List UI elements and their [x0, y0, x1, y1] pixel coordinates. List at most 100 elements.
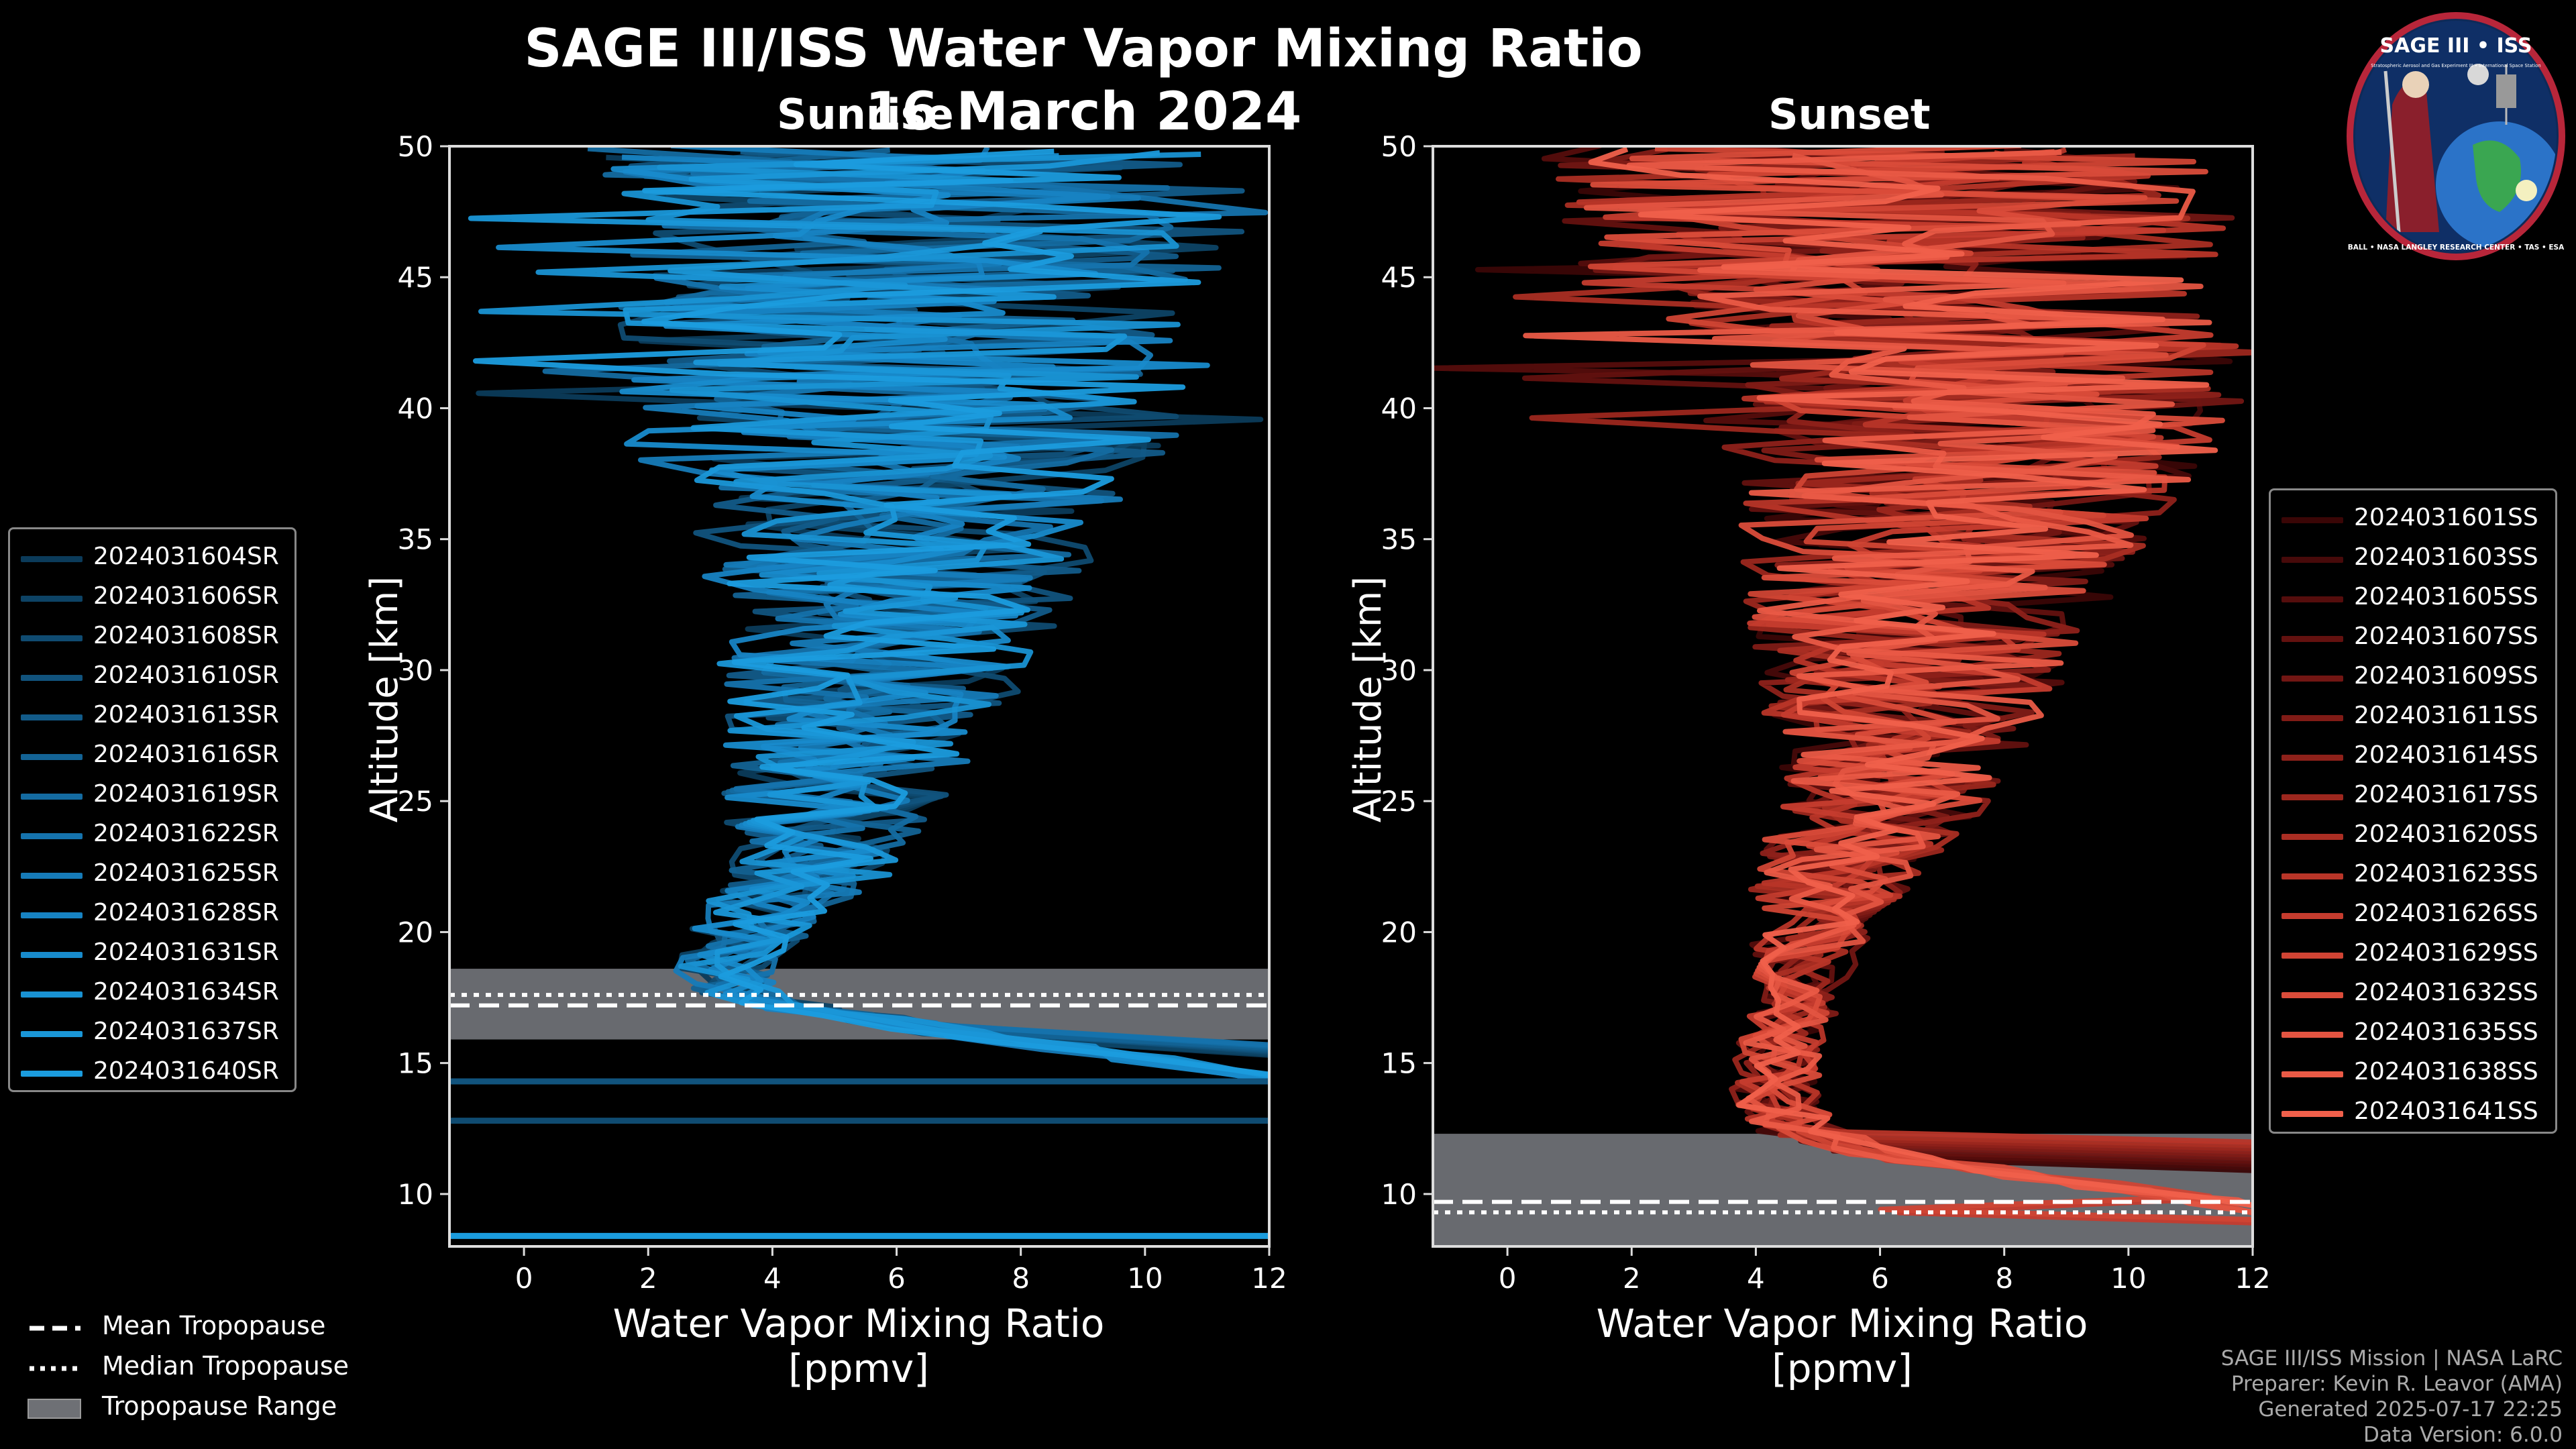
credits-preparer: Preparer: Kevin R. Leavor (AMA) — [2231, 1372, 2563, 1396]
sunset-xlabel-line1: Water Vapor Mixing Ratio — [1596, 1301, 2088, 1346]
y-tick-label: 45 — [398, 261, 433, 294]
credits-mission: SAGE III/ISS Mission | NASA LaRC — [2220, 1346, 2563, 1371]
x-tick-label: 10 — [1127, 1262, 1163, 1295]
y-tick-label: 50 — [398, 130, 433, 163]
x-tick-label: 0 — [515, 1262, 533, 1295]
legend-label: 2024031617SS — [2354, 781, 2538, 808]
legend-label: 2024031619SR — [93, 780, 279, 808]
y-tick-label: 40 — [1381, 392, 1417, 425]
legend-swatch — [21, 1031, 83, 1037]
legend-label: 2024031635SS — [2354, 1018, 2538, 1046]
y-tick-label: 20 — [398, 916, 433, 949]
legend-swatch — [21, 912, 83, 918]
logo-subtitle: Stratospheric Aerosol and Gas Experiment… — [2371, 63, 2540, 68]
sunrise-title: Sunrise — [777, 90, 954, 139]
plot-frame — [448, 145, 1271, 1248]
y-tick-label: 40 — [398, 392, 433, 425]
legend-label: 2024031640SR — [93, 1057, 279, 1085]
legend-label: 2024031625SR — [93, 859, 279, 887]
legend-label: 2024031626SS — [2354, 900, 2538, 927]
legend-swatch — [21, 873, 83, 879]
legend-label: 2024031603SS — [2354, 543, 2538, 571]
legend-swatch — [2282, 1032, 2343, 1038]
legend-label: 2024031641SS — [2354, 1097, 2538, 1125]
y-tick-label: 30 — [398, 654, 433, 687]
y-tick-label: 15 — [1381, 1047, 1417, 1080]
y-tick-label: 50 — [1381, 130, 1417, 163]
legend-label: 2024031613SR — [93, 701, 279, 729]
legend-label: 2024031634SR — [93, 978, 279, 1006]
legend-swatch — [2282, 794, 2343, 800]
mean-tropopause-label: Mean Tropopause — [102, 1311, 326, 1340]
legend-swatch — [21, 833, 83, 839]
legend-label: 2024031605SS — [2354, 583, 2538, 610]
profile-line — [1529, 153, 2253, 1151]
sunrise-xlabel: Water Vapor Mixing Ratio [ppmv] — [557, 1301, 1161, 1391]
sunset-legend: 2024031601SS 2024031603SS 2024031605SS 2024… — [2269, 488, 2557, 1134]
legend-swatch — [21, 991, 83, 998]
x-tick-label: 12 — [1251, 1262, 1287, 1295]
plot-frame — [1432, 145, 2254, 1248]
x-tick-label: 4 — [1747, 1262, 1765, 1295]
legend-label: 2024031611SS — [2354, 702, 2538, 729]
legend-swatch — [21, 556, 83, 562]
credits-version: Data Version: 6.0.0 — [2363, 1423, 2563, 1447]
mean-tropopause-swatch — [30, 1326, 80, 1331]
legend-swatch — [2282, 517, 2343, 523]
sunset-chart: 0 2 4 6 8 10 12 10 15 20 25 30 35 40 45 50 — [1381, 130, 2271, 1295]
tropopause-range-swatch — [28, 1399, 81, 1419]
y-tick-label: 45 — [1381, 261, 1417, 294]
y-tick-label: 20 — [1381, 916, 1417, 949]
y-tick-label: 25 — [1381, 785, 1417, 818]
x-tick-label: 6 — [888, 1262, 906, 1295]
legend-label: 2024031638SS — [2354, 1058, 2538, 1085]
legend-swatch — [2282, 992, 2343, 998]
legend-label: 2024031622SR — [93, 820, 279, 847]
legend-swatch — [21, 675, 83, 681]
median-tropopause-label: Median Tropopause — [102, 1351, 349, 1381]
y-tick-label: 15 — [398, 1047, 433, 1080]
legend-label: 2024031637SR — [93, 1018, 279, 1045]
y-tick-label: 35 — [1381, 523, 1417, 556]
legend-label: 2024031620SS — [2354, 820, 2538, 848]
y-tick-label: 30 — [1381, 654, 1417, 687]
logo-ring-text: BALL • NASA LANGLEY RESEARCH CENTER • TA… — [2348, 244, 2565, 252]
legend-swatch — [2282, 715, 2343, 721]
x-tick-label: 0 — [1499, 1262, 1517, 1295]
tropopause-legend: Mean Tropopause Median Tropopause Tropop… — [0, 1307, 376, 1434]
sunrise-xlabel-line2: [ppmv] — [788, 1345, 929, 1391]
sunrise-legend: 2024031604SR 2024031606SR 2024031608SR 2024… — [8, 527, 297, 1092]
legend-label: 2024031604SR — [93, 543, 279, 570]
sunrise-ylabel: Altitude [km] — [363, 576, 407, 823]
legend-swatch — [2282, 1071, 2343, 1077]
legend-swatch — [2282, 557, 2343, 563]
x-tick-label: 10 — [2110, 1262, 2146, 1295]
legend-label: 2024031609SS — [2354, 662, 2538, 690]
x-tick-label: 2 — [639, 1262, 657, 1295]
x-tick-label: 6 — [1871, 1262, 1889, 1295]
legend-label: 2024031631SR — [93, 938, 279, 966]
legend-label: 2024031628SR — [93, 899, 279, 926]
legend-swatch — [2282, 1111, 2343, 1117]
profile-line — [1588, 146, 2253, 1208]
sunset-ylabel: Altitude [km] — [1346, 576, 1391, 823]
profile-line — [1590, 146, 2253, 1216]
tropopause-range-label: Tropopause Range — [102, 1391, 337, 1421]
credits-generated: Generated 2025-07-17 22:25 — [2258, 1397, 2563, 1421]
profile-line — [473, 148, 1269, 1077]
credits: SAGE III/ISS Mission | NASA LaRC Prepare… — [2221, 1346, 2563, 1448]
date-title: 16 March 2024 — [865, 82, 1302, 142]
legend-swatch — [21, 596, 83, 602]
legend-label: 2024031610SR — [93, 661, 279, 689]
x-tick-label: 12 — [2235, 1262, 2270, 1295]
legend-label: 2024031608SR — [93, 622, 279, 649]
legend-label: 2024031614SS — [2354, 741, 2538, 769]
x-tick-label: 8 — [1995, 1262, 2013, 1295]
sage-iii-iss-logo: SAGE III • ISS Stratospheric Aerosol and… — [2347, 12, 2565, 260]
y-tick-label: 10 — [398, 1178, 433, 1211]
legend-swatch — [2282, 913, 2343, 919]
median-tropopause-swatch — [30, 1366, 80, 1371]
legend-label: 2024031606SR — [93, 582, 279, 610]
y-tick-label: 25 — [398, 785, 433, 818]
legend-label: 2024031623SS — [2354, 860, 2538, 888]
